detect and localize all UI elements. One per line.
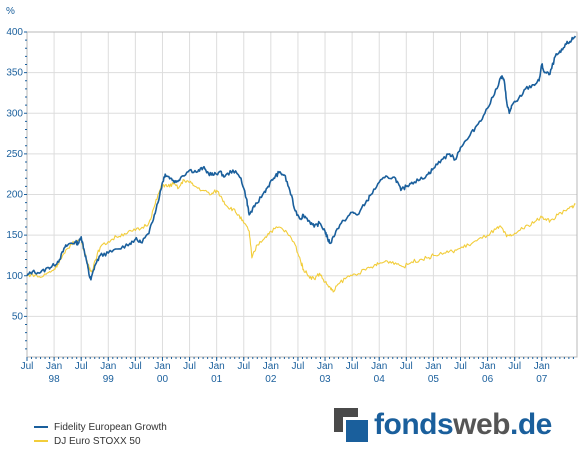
- y-tick-label: 300: [6, 108, 23, 119]
- x-tick-label-year: 98: [49, 374, 61, 385]
- x-tick-label-month: Jan: [317, 361, 333, 372]
- x-tick-label-month: Jul: [129, 361, 142, 372]
- series-lines: [26, 35, 577, 293]
- legend-item-eurostoxx: DJ Euro STOXX 50: [34, 434, 167, 448]
- x-tick-label-year: 06: [482, 374, 494, 385]
- x-tick-label-month: Jan: [480, 361, 496, 372]
- x-tick-label-month: Jul: [508, 361, 521, 372]
- x-tick-label-year: 05: [428, 374, 440, 385]
- x-tick-label-month: Jul: [400, 361, 413, 372]
- y-tick-label: 100: [6, 271, 23, 282]
- line-chart: 50 100 150 200 250 300 350 400 Jul Jan 98 Jul Jan 99…: [6, 6, 578, 385]
- x-tick-label-year: 04: [374, 374, 386, 385]
- legend: Fidelity European Growth DJ Euro STOXX 5…: [34, 420, 167, 448]
- fondsweb-logo: fondsweb.de: [334, 405, 552, 445]
- y-tick-label: 350: [6, 68, 23, 79]
- x-tick-label-year: 01: [211, 374, 223, 385]
- x-tick-label-month: Jan: [371, 361, 387, 372]
- x-tick-label-month: Jan: [425, 361, 441, 372]
- logo-text: fondsweb.de: [374, 408, 552, 441]
- series-line-fidelity: [26, 35, 577, 281]
- x-tick-label-year: 02: [265, 374, 277, 385]
- series-line-eurostoxx: [26, 179, 576, 293]
- x-tick-label-year: 07: [536, 374, 548, 385]
- x-tick-label-month: Jul: [292, 361, 305, 372]
- legend-label-eurostoxx: DJ Euro STOXX 50: [54, 435, 141, 447]
- y-tick-label: 200: [6, 190, 23, 201]
- x-tick-label-month: Jan: [209, 361, 225, 372]
- y-axis-unit-label: %: [6, 6, 15, 17]
- x-tick-label-month: Jan: [263, 361, 279, 372]
- x-axis-ticks: Jul Jan 98 Jul Jan 99 Jul Jan 00 Jul Jan 01 Jul Jan 02…: [21, 357, 574, 385]
- y-tick-label: 150: [6, 230, 23, 241]
- legend-item-fidelity: Fidelity European Growth: [34, 420, 167, 434]
- x-tick-label-year: 03: [319, 374, 331, 385]
- y-tick-label: 400: [6, 27, 23, 38]
- x-tick-label-month: Jan: [100, 361, 116, 372]
- y-tick-label: 250: [6, 149, 23, 160]
- legend-swatch-eurostoxx: [34, 440, 48, 442]
- legend-label-fidelity: Fidelity European Growth: [54, 421, 167, 433]
- x-tick-label-month: Jul: [75, 361, 88, 372]
- legend-swatch-fidelity: [34, 426, 48, 428]
- x-tick-label-year: 00: [157, 374, 169, 385]
- x-tick-label-month: Jan: [154, 361, 170, 372]
- x-tick-label-month: Jul: [183, 361, 196, 372]
- x-tick-label-month: Jul: [237, 361, 250, 372]
- x-tick-label-month: Jul: [346, 361, 359, 372]
- logo-mark-icon: [334, 408, 368, 442]
- x-tick-label-year: 99: [103, 374, 115, 385]
- grid: [26, 31, 577, 357]
- x-tick-label-month: Jan: [534, 361, 550, 372]
- y-axis-ticks: 50 100 150 200 250 300 350 400: [6, 27, 27, 350]
- x-tick-label-month: Jan: [46, 361, 62, 372]
- y-tick-label: 50: [12, 311, 24, 322]
- x-tick-label-month: Jul: [454, 361, 467, 372]
- x-tick-label-month: Jul: [21, 361, 34, 372]
